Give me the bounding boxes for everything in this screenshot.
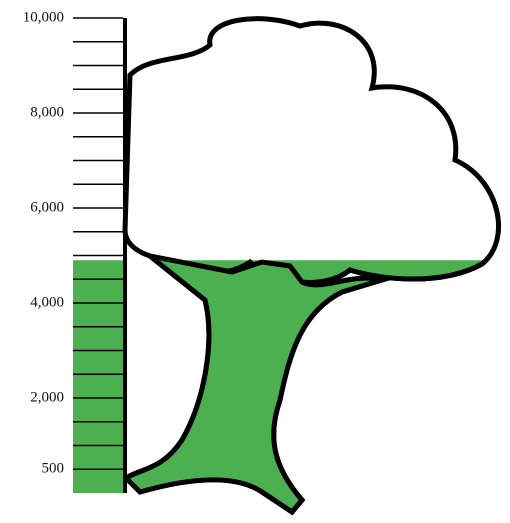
y-tick-label: 4,000 bbox=[30, 294, 64, 310]
level-bar bbox=[73, 260, 125, 493]
y-tick-label: 8,000 bbox=[30, 104, 64, 120]
y-tick-label: 500 bbox=[42, 461, 65, 477]
y-tick-label: 10,000 bbox=[23, 9, 64, 25]
y-tick-label: 2,000 bbox=[30, 389, 64, 405]
scale: 500 2,000 4,000 6,000 8,000 10,000 bbox=[23, 9, 125, 493]
chart: 500 2,000 4,000 6,000 8,000 10,000 bbox=[0, 0, 510, 523]
y-tick-label: 6,000 bbox=[30, 199, 64, 215]
